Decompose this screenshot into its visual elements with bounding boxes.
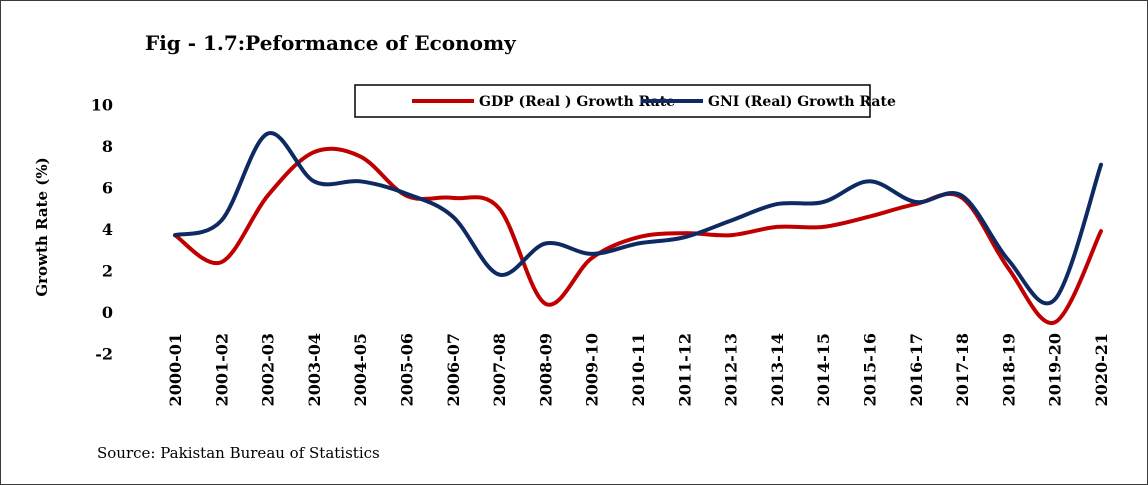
x-tick-label: 2005-06 [398,333,417,406]
y-tick-label: 6 [102,179,113,198]
x-axis: 2000-01 2001-02 2002-03 2003-04 2004-05 2005-… [166,333,1111,406]
x-tick-label: 2017-18 [953,333,972,406]
y-axis-label: Growth Rate (%) [33,157,51,296]
y-axis: -2 0 2 4 6 8 10 [91,96,113,364]
x-tick-label: 2018-19 [999,333,1018,406]
y-tick-label: 0 [102,303,113,322]
legend-label-gdp: GDP (Real ) Growth Rate [479,94,675,110]
x-tick-label: 2007-08 [490,333,509,406]
x-tick-label: 2008-09 [536,333,555,406]
x-tick-label: 2019-20 [1046,333,1065,406]
x-tick-label: 2002-03 [259,333,278,406]
x-tick-label: 2020-21 [1092,333,1111,406]
series-line-gni [173,131,1103,306]
y-tick-label: 2 [102,262,113,281]
series-layer [173,131,1103,325]
legend: GDP (Real ) Growth Rate GNI (Real) Growt… [354,84,896,118]
source-note: Source: Pakistan Bureau of Statistics [97,444,380,462]
y-tick-label: -2 [95,345,113,364]
series-line-gdp [173,146,1103,325]
x-tick-label: 2013-14 [768,333,787,406]
y-tick-label: 4 [102,220,113,239]
x-tick-label: 2000-01 [166,333,185,406]
x-tick-label: 2001-02 [212,333,231,406]
x-tick-label: 2012-13 [722,333,741,406]
y-tick-label: 10 [91,96,113,115]
x-tick-label: 2006-07 [444,333,463,406]
x-tick-label: 2009-10 [583,333,602,406]
x-tick-label: 2016-17 [907,333,926,406]
x-tick-label: 2014-15 [814,333,833,406]
chart-title: Fig - 1.7:Peformance of Economy [145,31,517,55]
x-tick-label: 2011-12 [675,333,694,406]
legend-label-gni: GNI (Real) Growth Rate [708,94,896,110]
x-tick-label: 2004-05 [351,333,370,406]
y-tick-label: 8 [102,137,113,156]
x-tick-label: 2003-04 [305,333,324,406]
x-tick-label: 2010-11 [629,333,648,406]
x-tick-label: 2015-16 [861,333,880,406]
